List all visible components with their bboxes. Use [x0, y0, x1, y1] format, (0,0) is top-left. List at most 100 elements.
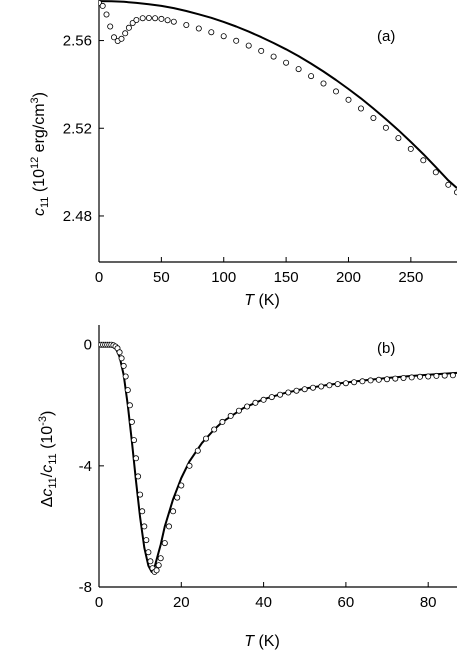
y-tick-label: -4: [79, 458, 92, 475]
x-tick-label: 20: [173, 594, 190, 611]
data-point: [202, 435, 209, 442]
panel-b-label: (b): [377, 340, 395, 357]
data-point: [416, 373, 423, 380]
data-point: [174, 494, 181, 501]
data-point: [258, 47, 265, 54]
data-point: [124, 387, 131, 394]
panel-b-y-ticks: -8 -4 0: [79, 337, 104, 596]
data-point: [285, 389, 292, 396]
data-point: [143, 537, 150, 544]
y-tick-label: -8: [79, 579, 92, 596]
panel-b-y-axis-title: Δc11/c11 (10-3): [37, 411, 59, 508]
panel-a-plot-area: [99, 0, 457, 196]
y-tick-label: 2.56: [63, 33, 92, 50]
data-point: [165, 523, 172, 530]
data-point: [220, 33, 227, 40]
data-point: [139, 15, 146, 22]
panel-b: 0 20 40 60 80 -8 -4 0 (b) T (K) Δc11/c11 (10-3…: [37, 325, 457, 650]
data-point: [116, 349, 123, 356]
data-point: [351, 379, 358, 386]
data-point: [395, 135, 402, 142]
x-tick-label: 0: [95, 269, 103, 286]
x-tick-label: 150: [274, 269, 299, 286]
panel-a-label: (a): [377, 28, 395, 45]
panel-b-plot-area: [99, 341, 457, 575]
data-point: [252, 399, 259, 406]
x-tick-label: 200: [336, 269, 361, 286]
data-point: [235, 407, 242, 414]
panel-b-x-ticks: 0 20 40 60 80: [95, 582, 437, 611]
fit-line: [99, 0, 457, 189]
x-tick-label: 40: [255, 594, 272, 611]
data-point: [133, 16, 140, 23]
panel-a-x-ticks: 0 50 100 150 200 250: [95, 257, 423, 286]
data-point: [449, 372, 456, 379]
data-point: [145, 14, 152, 21]
data-point: [158, 15, 165, 22]
data-point: [99, 2, 106, 9]
data-point: [293, 387, 300, 394]
data-point: [367, 377, 374, 384]
data-point: [107, 23, 114, 30]
data-point: [400, 374, 407, 381]
data-point: [382, 124, 389, 131]
data-point: [420, 157, 427, 164]
data-point: [318, 383, 325, 390]
panel-a: 0 50 100 150 200 250 2.48 2.52 2.56 (a) T (K) c…: [29, 0, 457, 309]
data-point: [375, 376, 382, 383]
data-point: [118, 35, 125, 42]
data-point: [283, 59, 290, 66]
x-tick-label: 80: [420, 594, 437, 611]
data-point: [244, 403, 251, 410]
data-point: [260, 396, 267, 403]
data-point: [137, 491, 144, 498]
data-point: [132, 455, 139, 462]
data-point: [178, 482, 185, 489]
data-point: [155, 562, 162, 569]
data-point: [122, 30, 129, 37]
data-point: [219, 418, 226, 425]
panel-a-axes: [98, 0, 457, 263]
y-tick-label: 2.48: [63, 208, 92, 225]
data-point: [408, 374, 415, 381]
data-point: [345, 96, 352, 103]
data-point: [118, 355, 125, 362]
data-point: [128, 418, 135, 425]
data-point: [268, 394, 275, 401]
data-point: [332, 88, 339, 95]
y-tick-label: 2.52: [63, 120, 92, 137]
x-tick-label: 100: [211, 269, 236, 286]
y-tick-label: 0: [84, 337, 92, 354]
data-point: [161, 540, 168, 547]
x-tick-label: 50: [153, 269, 170, 286]
data-point: [334, 381, 341, 388]
data-point: [277, 391, 284, 398]
data-point: [370, 115, 377, 122]
data-point: [157, 555, 164, 562]
data-point: [170, 18, 177, 25]
data-point: [227, 412, 234, 419]
data-point: [120, 362, 127, 369]
data-point: [357, 105, 364, 112]
data-point: [342, 380, 349, 387]
data-point: [383, 376, 390, 383]
data-point: [359, 378, 366, 385]
data-point: [433, 372, 440, 379]
data-point: [301, 386, 308, 393]
data-point: [130, 437, 137, 444]
panel-a-x-axis-title: T (K): [244, 292, 280, 309]
panel-a-y-ticks: 2.48 2.52 2.56: [63, 33, 104, 225]
data-point: [186, 462, 193, 469]
data-point: [441, 372, 448, 379]
data-point: [183, 21, 190, 28]
data-point: [170, 508, 177, 515]
data-point: [425, 373, 432, 380]
data-point: [111, 34, 118, 41]
data-point: [392, 375, 399, 382]
data-point: [103, 11, 110, 18]
data-point: [164, 17, 171, 24]
data-point: [326, 382, 333, 389]
data-point: [125, 24, 132, 31]
x-tick-label: 0: [95, 594, 103, 611]
